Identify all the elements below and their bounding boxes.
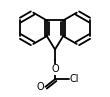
- Text: O: O: [36, 82, 44, 92]
- Text: O: O: [51, 64, 59, 74]
- Text: Cl: Cl: [70, 74, 79, 84]
